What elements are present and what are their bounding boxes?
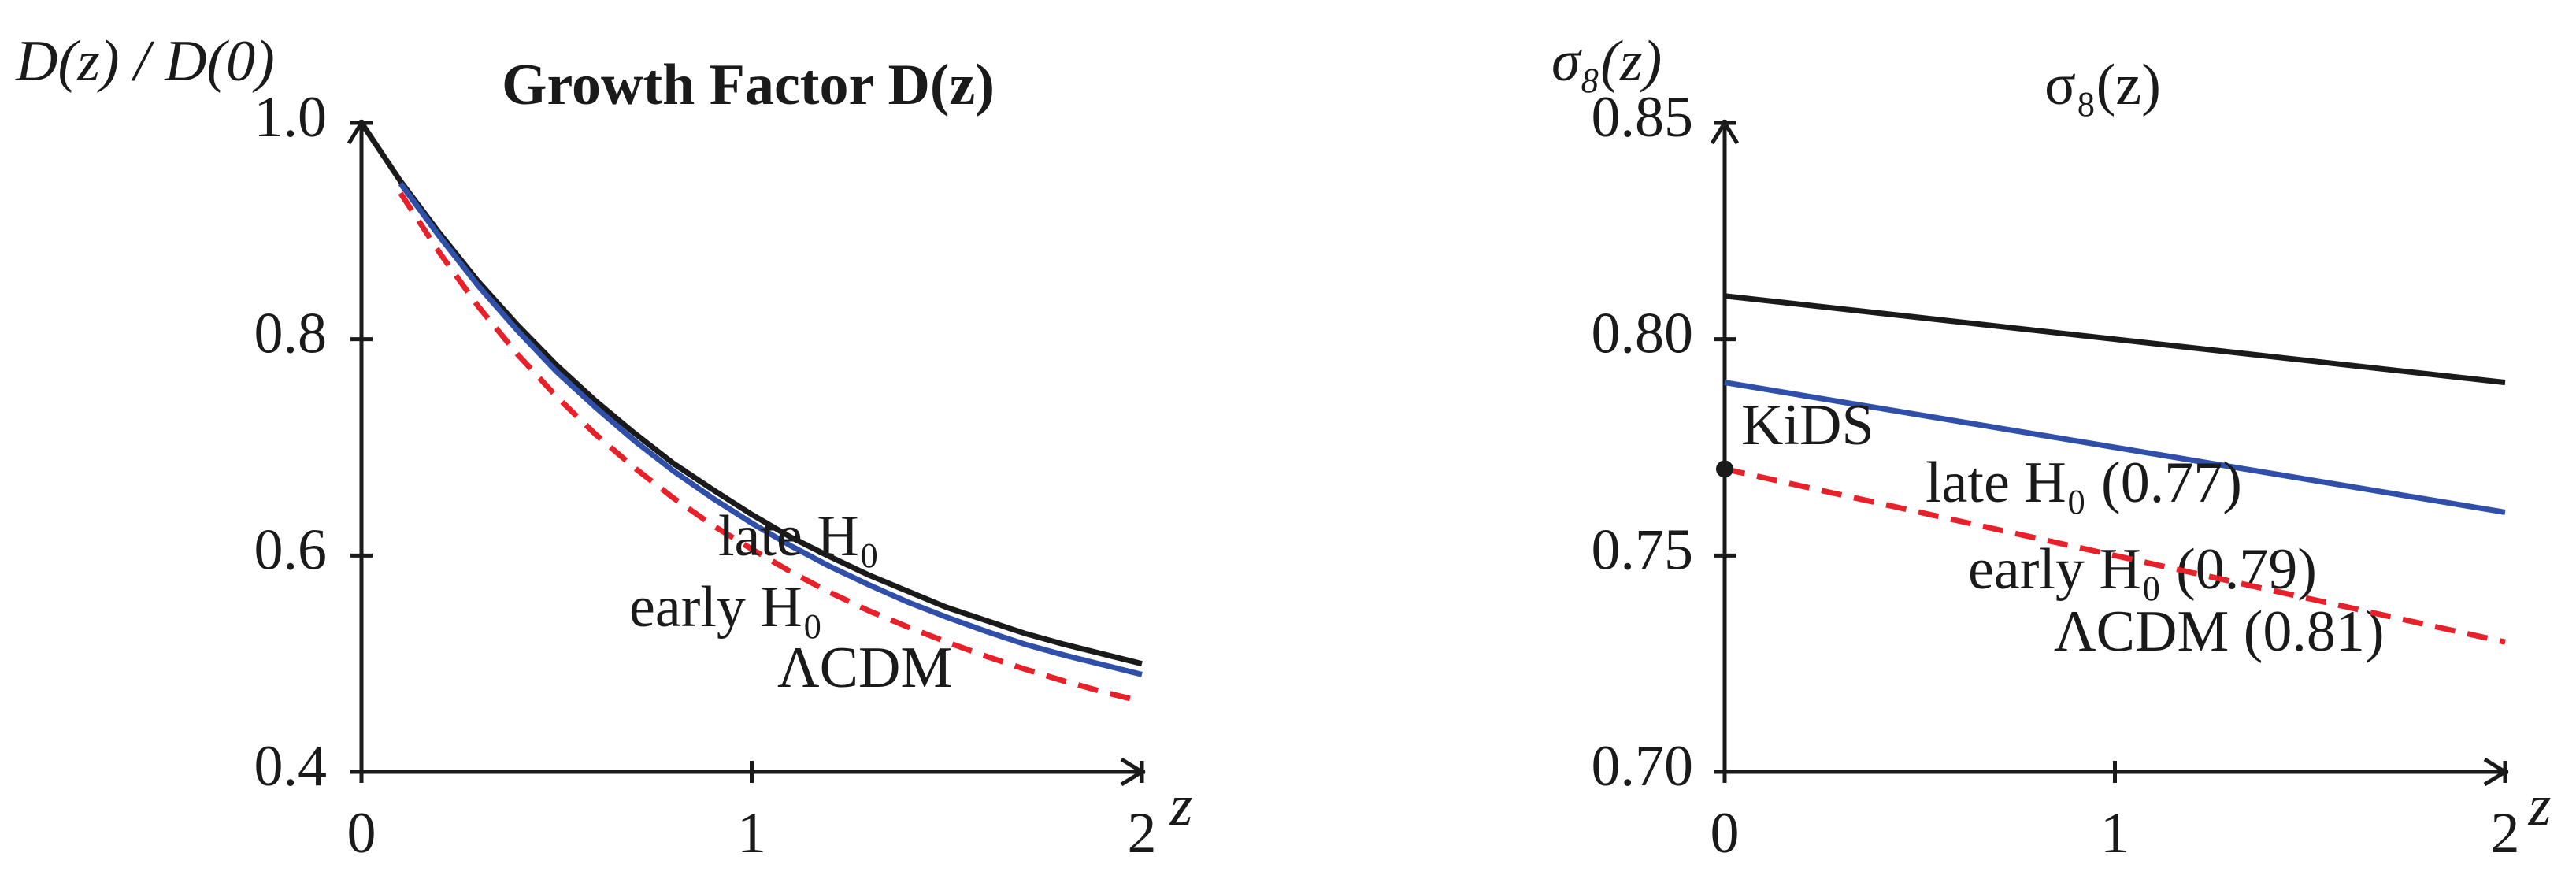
- x-tick-label: 2: [1128, 801, 1157, 866]
- series-label: ΛCDM (0.81): [2054, 599, 2385, 664]
- x-tick-label: 1: [737, 801, 766, 866]
- point-label: KiDS: [1741, 393, 1874, 458]
- y-tick-label: 1.0: [254, 85, 328, 150]
- x-tick-label: 2: [2491, 801, 2520, 866]
- y-axis: [1710, 119, 1740, 772]
- series-line: [359, 121, 1143, 667]
- y-axis-label: D(z) / D(0): [15, 29, 275, 94]
- chart-title: σ₈(z): [2044, 53, 2161, 117]
- x-axis-label: z: [2528, 773, 2552, 838]
- series-label: late H₀ (0.77): [1926, 451, 2242, 515]
- series-line: [398, 181, 1143, 677]
- y-tick-label: 0.70: [1592, 734, 1694, 799]
- x-tick-label: 0: [347, 801, 376, 866]
- y-tick-label: 0.4: [254, 734, 328, 799]
- series-line: [398, 191, 1143, 705]
- data-point: [1716, 460, 1733, 478]
- series-label: early H₀: [629, 575, 823, 640]
- x-tick-label: 0: [1711, 801, 1740, 866]
- y-tick-label: 0.6: [254, 517, 328, 582]
- y-tick-label: 0.85: [1592, 85, 1694, 150]
- y-tick-label: 0.75: [1592, 517, 1694, 582]
- y-axis: [347, 119, 376, 772]
- series-label: early H₀ (0.79): [1968, 537, 2317, 602]
- series-line: [1724, 466, 2506, 645]
- series-line: [1724, 380, 2506, 515]
- chart-title: Growth Factor D(z): [502, 53, 995, 117]
- x-axis-label: z: [1169, 773, 1193, 838]
- y-axis-label: σ₈(z): [1551, 29, 1662, 94]
- series-label: late H₀: [718, 504, 880, 569]
- y-tick-label: 0.8: [254, 302, 328, 366]
- y-tick-label: 0.80: [1592, 302, 1694, 366]
- x-tick-label: 1: [2100, 801, 2129, 866]
- series-line: [1724, 293, 2506, 386]
- series-label: ΛCDM: [777, 636, 952, 700]
